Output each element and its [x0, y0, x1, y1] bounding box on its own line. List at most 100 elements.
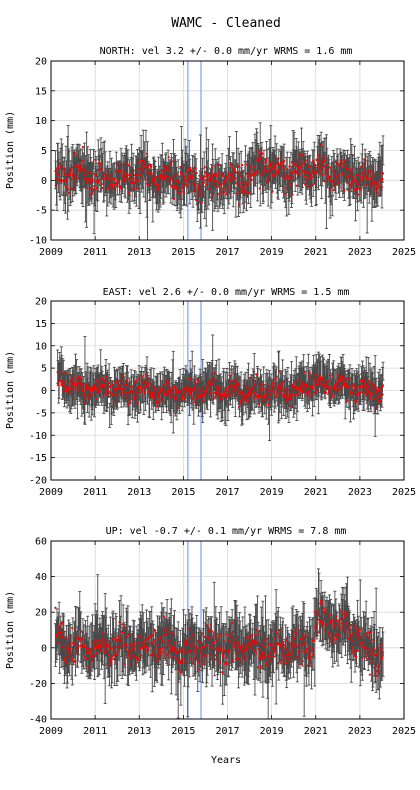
- data-point: [252, 386, 255, 389]
- data-point: [347, 377, 350, 380]
- data-point: [312, 171, 315, 174]
- data-point: [212, 179, 215, 182]
- data-point: [162, 165, 166, 168]
- data-point: [322, 383, 325, 386]
- data-point: [120, 169, 123, 173]
- data-point: [300, 163, 304, 166]
- data-point: [75, 383, 78, 386]
- data-point: [346, 188, 349, 191]
- data-point: [68, 392, 71, 395]
- data-point: [198, 174, 201, 177]
- data-point: [128, 391, 131, 395]
- data-point: [325, 163, 329, 166]
- data-point: [136, 178, 140, 181]
- data-point: [225, 192, 229, 195]
- data-point: [361, 178, 365, 181]
- data-point: [170, 391, 173, 394]
- data-point: [246, 175, 249, 178]
- data-point: [104, 170, 107, 173]
- data-point: [96, 388, 100, 392]
- data-point: [135, 391, 138, 395]
- data-point: [301, 169, 304, 173]
- y-tick-label: -5: [35, 206, 47, 217]
- data-point: [319, 168, 322, 171]
- data-point: [222, 187, 225, 190]
- data-point: [244, 394, 247, 398]
- data-point: [129, 389, 132, 392]
- data-point: [181, 393, 184, 396]
- data-point: [266, 398, 269, 401]
- data-point: [340, 375, 344, 378]
- data-point: [112, 185, 115, 188]
- data-point: [220, 397, 223, 400]
- data-point: [56, 370, 59, 374]
- data-point: [221, 182, 224, 185]
- data-point: [283, 192, 286, 195]
- data-point: [241, 163, 244, 167]
- data-point: [359, 165, 362, 168]
- data-point: [171, 179, 175, 182]
- data-point: [224, 393, 227, 396]
- data-point: [259, 150, 262, 153]
- data-point: [356, 182, 359, 185]
- data-point: [167, 168, 170, 171]
- data-point: [54, 169, 57, 173]
- data-point: [291, 176, 294, 179]
- data-point: [260, 173, 263, 176]
- data-point: [294, 393, 297, 396]
- data-point: [302, 387, 305, 391]
- data-point: [179, 171, 182, 174]
- data-point: [154, 186, 158, 189]
- data-point: [194, 397, 197, 400]
- data-point: [293, 169, 296, 172]
- data-point: [86, 180, 89, 184]
- data-point: [212, 193, 215, 197]
- data-point: [195, 171, 198, 175]
- data-point: [328, 392, 331, 395]
- data-point: [107, 177, 110, 181]
- data-point: [332, 174, 335, 177]
- data-point: [309, 394, 312, 397]
- data-point: [70, 169, 73, 172]
- data-point: [89, 187, 92, 190]
- data-point: [275, 170, 278, 173]
- data-point: [351, 180, 354, 183]
- data-point: [336, 181, 340, 185]
- data-point: [344, 385, 347, 388]
- data-point: [252, 396, 255, 399]
- data-point: [127, 191, 131, 194]
- data-point: [104, 390, 108, 393]
- data-point: [152, 385, 155, 388]
- data-point: [316, 166, 320, 169]
- data-point: [67, 191, 70, 194]
- data-point: [151, 391, 154, 394]
- data-point: [111, 384, 114, 387]
- data-point: [213, 371, 216, 374]
- data-point: [289, 177, 292, 180]
- data-point: [212, 395, 215, 399]
- data-point: [138, 391, 141, 395]
- data-point: [300, 381, 304, 384]
- data-point: [61, 383, 64, 386]
- data-point: [286, 168, 289, 171]
- data-point: [250, 392, 253, 396]
- data-point: [205, 183, 208, 186]
- data-point: [201, 177, 204, 180]
- data-point: [96, 168, 99, 171]
- data-point: [143, 390, 146, 394]
- data-point: [250, 178, 253, 181]
- data-point: [377, 184, 380, 187]
- data-point: [99, 377, 102, 380]
- data-point: [325, 391, 328, 394]
- data-point: [193, 189, 196, 192]
- data-point: [244, 172, 248, 175]
- data-point: [85, 388, 88, 391]
- data-point: [242, 186, 245, 190]
- data-point: [233, 384, 236, 387]
- data-point: [241, 191, 244, 194]
- data-point: [134, 395, 137, 398]
- data-point: [372, 190, 376, 193]
- data-point: [271, 381, 274, 384]
- panel-east-plot: 2009 2011 2013 2015 2017 2019 2021 2023 2025-20-…: [29, 297, 416, 499]
- data-point: [181, 187, 185, 190]
